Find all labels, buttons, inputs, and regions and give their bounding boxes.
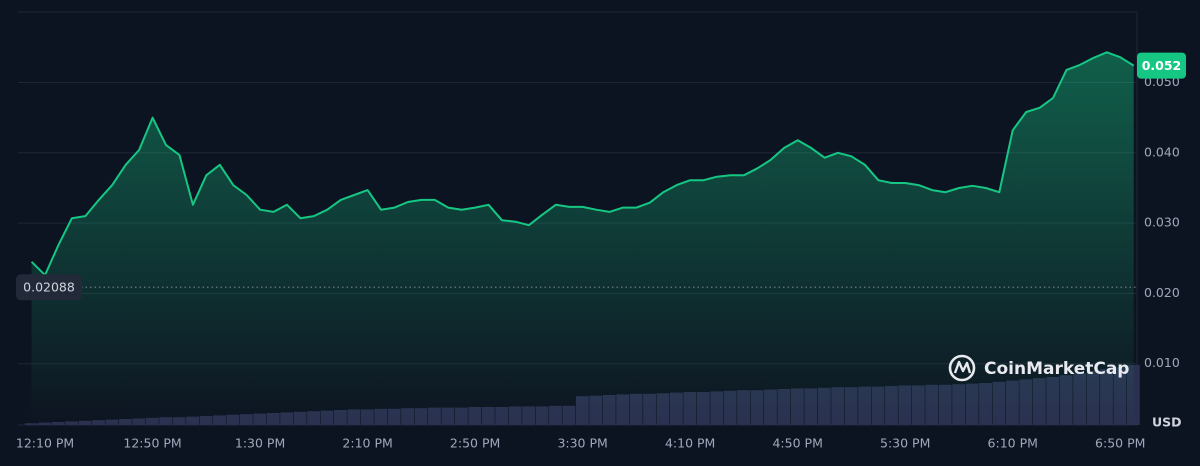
logo bbox=[948, 354, 976, 382]
y-tick-label: 0.030 bbox=[1144, 215, 1180, 230]
y-tick-label: 0.020 bbox=[1144, 285, 1180, 300]
x-tick-label: 3:30 PM bbox=[557, 436, 607, 451]
price-line bbox=[30, 51, 1135, 277]
reference-badge bbox=[16, 274, 82, 301]
x-tick-label: 6:10 PM bbox=[988, 436, 1038, 451]
x-tick-label: 4:10 PM bbox=[665, 436, 715, 451]
x-tick-label: 2:50 PM bbox=[450, 436, 500, 451]
currency-label: USD bbox=[1152, 415, 1182, 430]
last-price-label: 0.052 bbox=[1142, 58, 1182, 73]
y-tick-label: 0.040 bbox=[1144, 144, 1180, 159]
price-area bbox=[31, 52, 1134, 426]
volume-bar bbox=[24, 423, 38, 425]
x-tick-label: 1:30 PM bbox=[235, 436, 285, 451]
last-price-badge bbox=[1137, 52, 1186, 79]
x-tick-label: 5:30 PM bbox=[880, 436, 930, 451]
y-tick-label: 0.010 bbox=[1144, 355, 1180, 370]
reference-label: 0.02088 bbox=[23, 280, 75, 295]
x-tick-label: 12:50 PM bbox=[123, 436, 181, 451]
watermark: CoinMarketCap bbox=[948, 354, 1129, 382]
x-tick-label: 12:10 PM bbox=[16, 436, 74, 451]
x-tick-label: 2:10 PM bbox=[342, 436, 392, 451]
x-tick-label: 6:50 PM bbox=[1095, 436, 1145, 451]
x-tick-label: 4:50 PM bbox=[772, 436, 822, 451]
price-layer bbox=[18, 51, 1137, 426]
watermark-text: CoinMarketCap bbox=[984, 359, 1129, 379]
logo-mark bbox=[953, 360, 972, 374]
